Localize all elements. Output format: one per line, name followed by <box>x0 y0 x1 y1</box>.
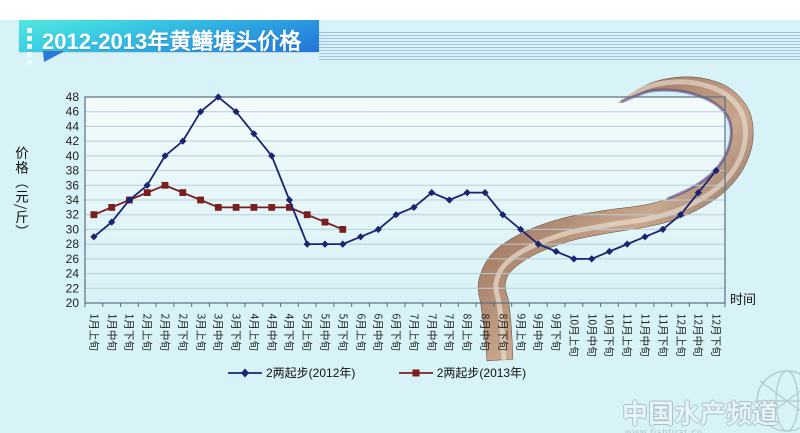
svg-text:38: 38 <box>66 164 80 178</box>
svg-text:40: 40 <box>66 149 80 163</box>
svg-text:46: 46 <box>66 105 80 119</box>
svg-text:30: 30 <box>66 222 80 236</box>
svg-text:34: 34 <box>66 193 80 207</box>
svg-text:44: 44 <box>66 119 80 133</box>
svg-text:42: 42 <box>66 134 80 148</box>
svg-text:24: 24 <box>66 267 80 281</box>
svg-text:36: 36 <box>66 178 80 192</box>
svg-text:28: 28 <box>66 237 80 251</box>
svg-text:22: 22 <box>66 281 80 295</box>
svg-text:20: 20 <box>66 296 80 310</box>
svg-text:48: 48 <box>66 90 80 104</box>
svg-text:26: 26 <box>66 252 80 266</box>
svg-text:32: 32 <box>66 208 80 222</box>
